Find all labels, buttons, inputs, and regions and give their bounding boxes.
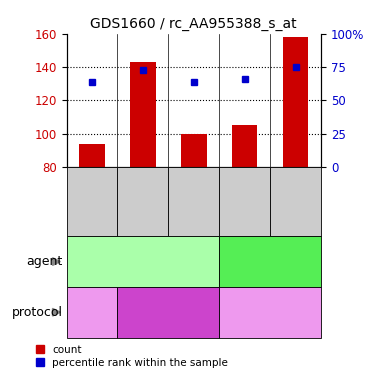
Text: agent: agent xyxy=(27,255,63,268)
Bar xyxy=(130,62,156,167)
Bar xyxy=(181,134,207,167)
Text: fetal alcohol
exposure: fetal alcohol exposure xyxy=(236,251,304,272)
Text: GSM35871: GSM35871 xyxy=(138,173,148,230)
Text: protocol: protocol xyxy=(12,306,63,319)
Text: solid diet: solid diet xyxy=(140,306,197,319)
Text: liquid diet: liquid diet xyxy=(73,308,111,316)
Text: GSM35872: GSM35872 xyxy=(189,173,199,230)
Legend: count, percentile rank within the sample: count, percentile rank within the sample xyxy=(36,345,228,368)
Title: GDS1660 / rc_AA955388_s_at: GDS1660 / rc_AA955388_s_at xyxy=(90,17,297,32)
Bar xyxy=(79,144,104,167)
Bar xyxy=(232,125,257,167)
Text: control: control xyxy=(121,255,165,268)
Bar xyxy=(283,37,308,167)
Text: GSM35873: GSM35873 xyxy=(240,173,250,230)
Text: GSM35874: GSM35874 xyxy=(291,173,301,230)
Text: GSM35875: GSM35875 xyxy=(87,173,97,230)
Text: liquid diet: liquid diet xyxy=(239,306,301,319)
